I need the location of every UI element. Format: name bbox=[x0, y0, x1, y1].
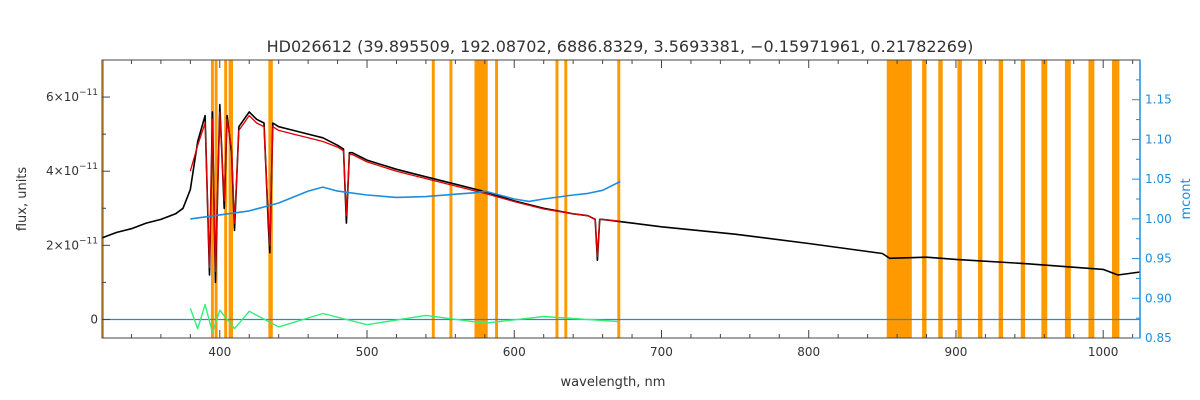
masked-region bbox=[998, 60, 1004, 338]
y-tick-label: 2×10−11 bbox=[46, 236, 98, 252]
masked-region bbox=[564, 60, 568, 338]
x-tick-label: 1000 bbox=[1088, 345, 1119, 359]
masked-region bbox=[938, 60, 943, 338]
series-layer bbox=[101, 103, 1141, 334]
masked-regions bbox=[102, 60, 1120, 338]
masked-region bbox=[1088, 60, 1095, 338]
series-observed bbox=[101, 103, 1141, 284]
masked-region bbox=[555, 60, 559, 338]
right-tick-label: 1.00 bbox=[1145, 212, 1172, 226]
series-model bbox=[189, 111, 621, 272]
masked-region bbox=[210, 60, 214, 338]
masked-region bbox=[957, 60, 962, 338]
right-tick-label: 0.90 bbox=[1145, 291, 1172, 305]
y-tick-label: 0 bbox=[90, 312, 98, 326]
plot-frame bbox=[101, 59, 1141, 339]
x-tick-label: 600 bbox=[503, 345, 526, 359]
right-axis-title: mcont bbox=[1179, 178, 1194, 219]
series-mcont bbox=[190, 180, 621, 220]
chart-title: HD026612 (39.895509, 192.08702, 6886.832… bbox=[267, 37, 974, 56]
masked-region bbox=[922, 60, 927, 338]
masked-region bbox=[1064, 60, 1071, 338]
masked-region bbox=[978, 60, 983, 338]
x-tick-label: 500 bbox=[356, 345, 379, 359]
y-tick-label: 6×10−11 bbox=[46, 88, 98, 104]
masked-region bbox=[617, 60, 621, 338]
masked-region bbox=[1112, 60, 1120, 338]
masked-region bbox=[228, 60, 234, 338]
right-tick-label: 1.10 bbox=[1145, 132, 1172, 146]
right-tick-label: 1.05 bbox=[1145, 172, 1172, 186]
x-tick-label: 900 bbox=[945, 345, 968, 359]
masked-region bbox=[224, 60, 228, 338]
right-tick-label: 1.15 bbox=[1145, 93, 1172, 107]
masked-region bbox=[1041, 60, 1048, 338]
right-tick-label: 0.85 bbox=[1145, 331, 1172, 345]
y-tick-label: 4×10−11 bbox=[46, 162, 98, 178]
y-axis-title: flux, units bbox=[15, 167, 30, 232]
x-tick-label: 700 bbox=[650, 345, 673, 359]
masked-region bbox=[431, 60, 435, 338]
x-axis-title: wavelength, nm bbox=[561, 375, 666, 390]
x-tick-label: 800 bbox=[797, 345, 820, 359]
masked-region bbox=[449, 60, 453, 338]
masked-region bbox=[1020, 60, 1026, 338]
series-residuals bbox=[189, 303, 621, 334]
masked-region bbox=[102, 60, 104, 338]
right-tick-label: 0.95 bbox=[1145, 252, 1172, 266]
masked-region bbox=[495, 60, 499, 338]
x-tick-label: 400 bbox=[208, 345, 231, 359]
masked-region bbox=[886, 60, 912, 338]
axis-layer: 400 500 600 700 800 900 1000 0 2×10−11 4×10−11 6×1… bbox=[46, 59, 1172, 359]
masked-region bbox=[214, 60, 218, 338]
masked-region bbox=[474, 60, 488, 338]
